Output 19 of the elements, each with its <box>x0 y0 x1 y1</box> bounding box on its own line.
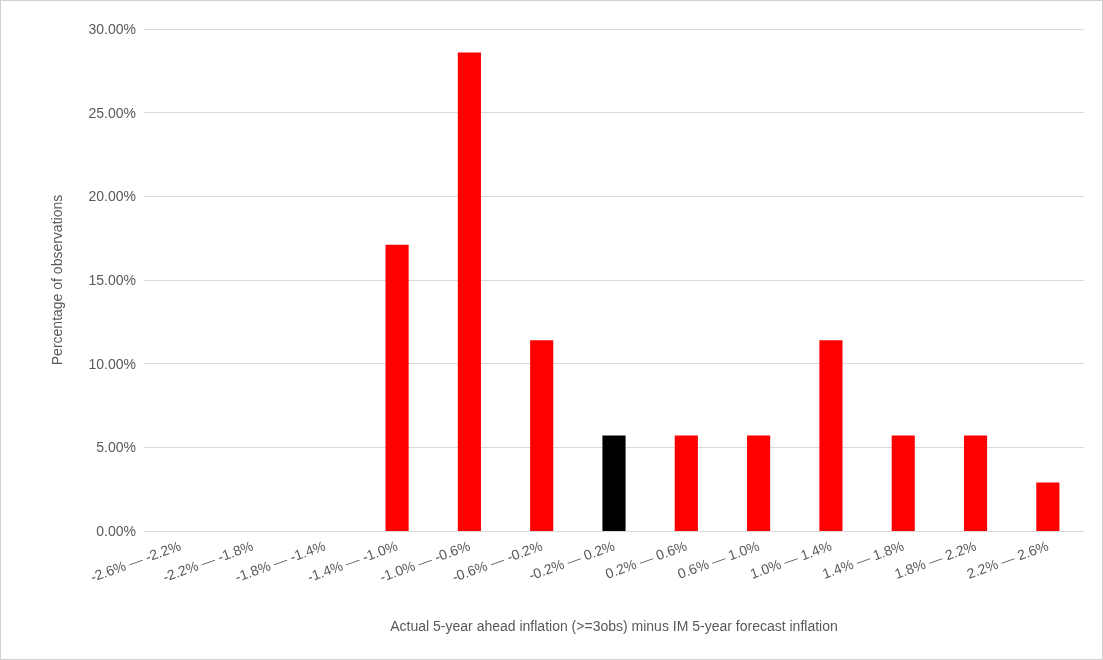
bar <box>1036 482 1060 531</box>
bar <box>891 435 915 531</box>
y-tick-label: 25.00% <box>88 104 136 121</box>
y-tick-label: 30.00% <box>88 21 136 37</box>
bar <box>602 435 626 531</box>
x-axis-title: Actual 5-year ahead inflation (>=3obs) minus IM 5-year forecast inflation <box>390 618 838 634</box>
bar <box>530 340 554 531</box>
y-tick-label: 20.00% <box>88 188 136 205</box>
bar <box>457 52 481 531</box>
y-tick-label: 5.00% <box>96 439 136 456</box>
y-tick-label: 0.00% <box>96 523 136 539</box>
bar <box>385 244 409 531</box>
bar <box>963 435 988 531</box>
bar <box>819 340 843 531</box>
y-axis-title: Percentage of observations <box>49 194 65 366</box>
bar <box>674 435 698 531</box>
y-tick-label: 15.00% <box>88 272 136 288</box>
y-tick-label: 10.00% <box>88 355 136 372</box>
bar <box>747 435 771 531</box>
